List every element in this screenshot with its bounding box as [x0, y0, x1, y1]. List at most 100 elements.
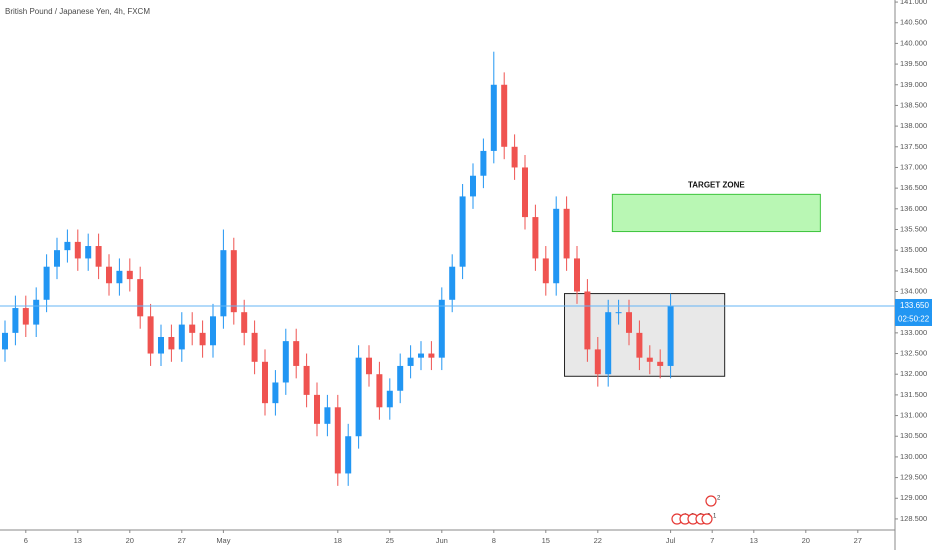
x-tick-label: 8: [492, 536, 496, 545]
candle-body: [449, 266, 456, 300]
candle-body: [376, 374, 383, 408]
event-icon: [705, 495, 717, 507]
y-tick-label: 134.000: [900, 286, 927, 295]
candle-body: [22, 308, 29, 325]
x-tick-label: 20: [802, 536, 810, 545]
candle-body: [480, 150, 487, 176]
countdown-label: 02:50:22: [898, 315, 930, 324]
x-tick-label: 13: [750, 536, 758, 545]
candle-body: [366, 357, 372, 375]
candle-body: [12, 308, 19, 333]
event-count: 2: [717, 496, 721, 502]
y-tick-label: 131.000: [900, 411, 927, 420]
y-tick-label: 141.000: [900, 0, 927, 6]
candle-body: [657, 361, 664, 366]
candle-body: [501, 84, 508, 147]
candle-body: [189, 324, 196, 333]
event-icon: [701, 513, 713, 525]
zone-box: [611, 193, 821, 233]
candle-body: [574, 258, 580, 292]
x-tick-label: 27: [854, 536, 862, 545]
y-tick-label: 132.000: [900, 369, 927, 378]
y-tick-label: 140.000: [900, 38, 927, 47]
candle-body: [314, 394, 320, 424]
x-tick-label: Jun: [436, 536, 448, 545]
y-tick-label: 130.500: [900, 431, 927, 440]
x-tick-label: 6: [24, 536, 28, 545]
candle-body: [646, 357, 653, 362]
y-tick-label: 135.000: [900, 245, 927, 254]
y-tick-label: 137.000: [900, 162, 927, 171]
candle-body: [293, 341, 300, 366]
candle-body: [407, 357, 414, 366]
candle-body: [262, 361, 268, 404]
y-tick-label: 140.500: [900, 18, 927, 27]
chart-title: British Pound / Japanese Yen, 4h, FXCM: [5, 7, 150, 16]
x-tick-label: 27: [178, 536, 186, 545]
candle-body: [230, 250, 237, 313]
candle-body: [106, 266, 112, 284]
candle-body: [334, 407, 341, 474]
candle-body: [64, 241, 71, 251]
x-tick-label: 18: [334, 536, 342, 545]
y-tick-label: 139.500: [900, 59, 927, 68]
x-tick-label: 25: [386, 536, 394, 545]
candle-body: [470, 175, 476, 197]
candle-body: [220, 250, 227, 317]
candle-body: [397, 365, 404, 391]
candle-body: [511, 146, 518, 168]
candle-body: [272, 382, 279, 404]
candle-body: [303, 365, 310, 395]
candle-body: [168, 336, 175, 350]
candle-body: [418, 353, 424, 358]
candle-body: [345, 436, 352, 474]
candle-body: [615, 312, 622, 314]
candle-body: [43, 266, 50, 300]
x-tick-label: 15: [542, 536, 550, 545]
y-tick-label: 139.000: [900, 80, 927, 89]
candle-body: [54, 250, 60, 267]
y-tick-label: 138.000: [900, 121, 927, 130]
candle-body: [459, 196, 466, 267]
x-tick-label: 13: [74, 536, 82, 545]
y-tick-label: 133.000: [900, 328, 927, 337]
candle-body: [210, 316, 216, 346]
candle-body: [85, 246, 92, 259]
y-tick-label: 135.500: [900, 224, 927, 233]
candle-body: [355, 357, 362, 437]
y-tick-label: 128.500: [900, 514, 927, 523]
candle-body: [428, 353, 435, 358]
y-tick-label: 131.500: [900, 390, 927, 399]
candle-body: [542, 258, 549, 284]
y-tick-label: 129.500: [900, 473, 927, 482]
candle-body: [116, 270, 123, 284]
candle-body: [490, 84, 497, 151]
candle-body: [158, 336, 164, 354]
candle-body: [147, 316, 154, 354]
candle-body: [522, 167, 528, 218]
last-price-box: [895, 298, 932, 313]
candle-body: [178, 324, 185, 350]
candle-body: [667, 305, 674, 366]
candle-body: [605, 312, 612, 375]
x-tick-label: 20: [126, 536, 134, 545]
y-tick-label: 132.500: [900, 349, 927, 358]
candle-body: [95, 246, 102, 267]
candle-body: [553, 208, 560, 284]
zone-box: [564, 293, 726, 377]
candle-body: [386, 390, 393, 408]
candle-body: [74, 241, 81, 259]
candle-body: [137, 279, 144, 317]
candle-body: [33, 299, 40, 325]
countdown-box: [895, 312, 932, 326]
candle-body: [324, 407, 331, 424]
x-tick-label: 22: [594, 536, 602, 545]
candle-body: [126, 270, 133, 280]
zone-label: TARGET ZONE: [688, 180, 745, 189]
candle-body: [563, 208, 570, 259]
y-tick-label: 136.000: [900, 204, 927, 213]
candle-body: [251, 332, 258, 362]
event-count: 1: [713, 514, 717, 520]
y-tick-label: 130.000: [900, 452, 927, 461]
